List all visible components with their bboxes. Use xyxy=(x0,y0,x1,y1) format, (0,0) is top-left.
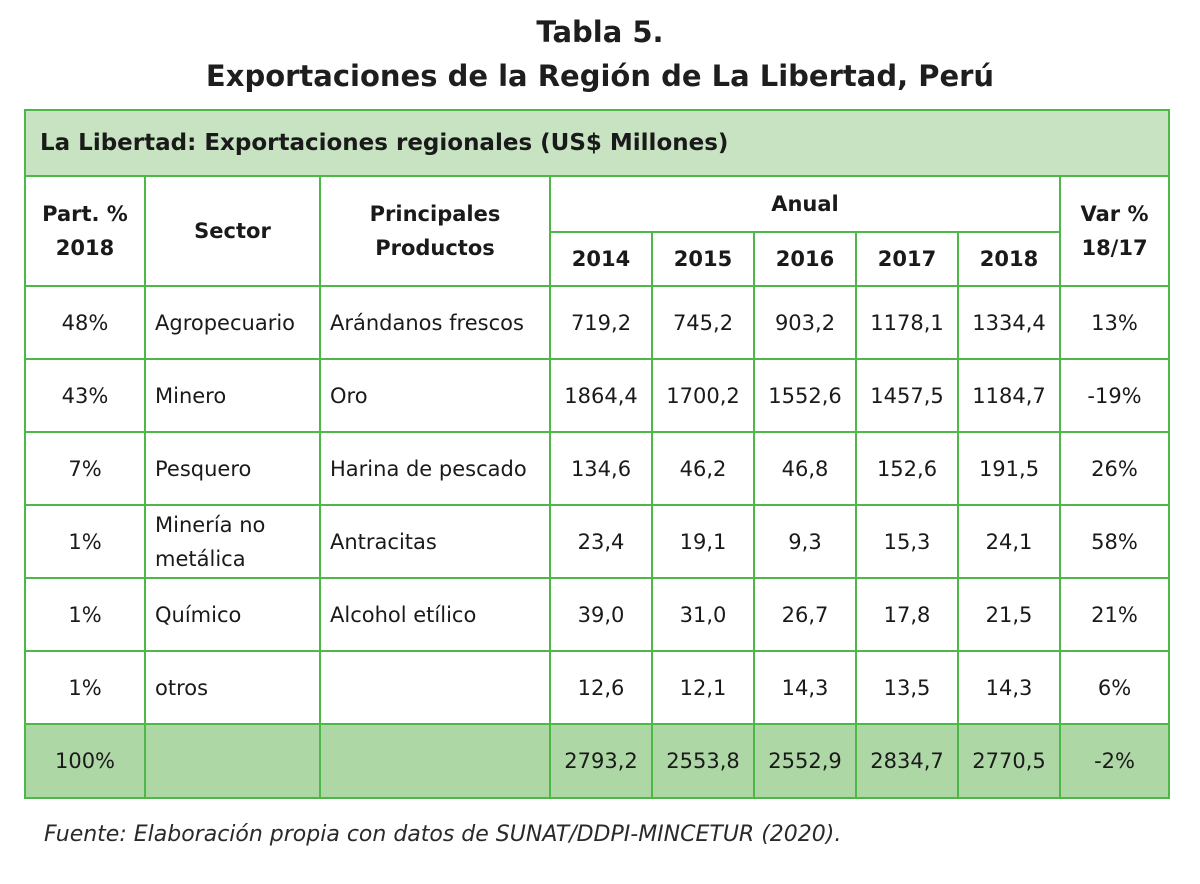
cell-value: 1457,5 xyxy=(855,358,959,433)
cell-value: 134,6 xyxy=(549,431,653,506)
cell-producto xyxy=(319,723,551,799)
cell-value: 152,6 xyxy=(855,431,959,506)
cell-sector: Pesquero xyxy=(144,431,321,506)
cell-value: 15,3 xyxy=(855,504,959,579)
cell-value: 9,3 xyxy=(753,504,857,579)
cell-var: -2% xyxy=(1058,723,1171,799)
cell-sector: Minero xyxy=(144,358,321,433)
table-row: 1% Minería no metálica Antracitas 23,4 19,1 9… xyxy=(24,504,1171,579)
table-number: Tabla 5. xyxy=(536,15,664,49)
cell-part: 100% xyxy=(24,723,146,799)
cell-part: 1% xyxy=(24,650,146,725)
cell-value: 2834,7 xyxy=(855,723,959,799)
cell-producto: Harina de pescado xyxy=(319,431,551,506)
cell-value: 23,4 xyxy=(549,504,653,579)
cell-producto: Arándanos frescos xyxy=(319,285,551,360)
cell-value: 1334,4 xyxy=(957,285,1061,360)
header-year: 2018 xyxy=(957,231,1061,287)
cell-var: -19% xyxy=(1058,358,1171,433)
table-row: 1% Químico Alcohol etílico 39,0 31,0 26,7 17,8… xyxy=(24,577,1171,652)
cell-value: 2553,8 xyxy=(651,723,755,799)
total-row: 100% 2793,2 2553,8 2552,9 2834,7 2770,5 -2% xyxy=(24,723,1171,799)
cell-part: 1% xyxy=(24,577,146,652)
source-note: Fuente: Elaboración propia con datos de … xyxy=(44,822,842,847)
cell-value: 24,1 xyxy=(957,504,1061,579)
cell-producto: Oro xyxy=(319,358,551,433)
table-row: 43% Minero Oro 1864,4 1700,2 1552,6 1457,5 1184… xyxy=(24,358,1171,433)
cell-value: 13,5 xyxy=(855,650,959,725)
cell-value: 1864,4 xyxy=(549,358,653,433)
cell-value: 12,6 xyxy=(549,650,653,725)
cell-producto: Antracitas xyxy=(319,504,551,579)
cell-part: 43% xyxy=(24,358,146,433)
table-row: 48% Agropecuario Arándanos frescos 719,2 745… xyxy=(24,285,1171,360)
cell-var: 6% xyxy=(1058,650,1171,725)
header-sector: Sector xyxy=(144,175,321,287)
cell-value: 903,2 xyxy=(753,285,857,360)
cell-producto: Alcohol etílico xyxy=(319,577,551,652)
cell-value: 2770,5 xyxy=(957,723,1061,799)
table-heading: Exportaciones de la Región de La Liberta… xyxy=(205,59,995,93)
cell-value: 1184,7 xyxy=(957,358,1061,433)
cell-var: 26% xyxy=(1058,431,1171,506)
cell-value: 745,2 xyxy=(651,285,755,360)
cell-value: 14,3 xyxy=(753,650,857,725)
table-row: 1% otros 12,6 12,1 14,3 13,5 14,3 6% xyxy=(24,650,1171,725)
header-year: 2014 xyxy=(549,231,653,287)
cell-value: 1700,2 xyxy=(651,358,755,433)
header-productos: Principales Productos xyxy=(319,175,551,287)
cell-value: 31,0 xyxy=(651,577,755,652)
cell-value: 2552,9 xyxy=(753,723,857,799)
cell-value: 1178,1 xyxy=(855,285,959,360)
cell-sector: Químico xyxy=(144,577,321,652)
header-year: 2015 xyxy=(651,231,755,287)
cell-value: 1552,6 xyxy=(753,358,857,433)
header-year: 2017 xyxy=(855,231,959,287)
table-row: 7% Pesquero Harina de pescado 134,6 46,2 46,8… xyxy=(24,431,1171,506)
cell-value: 17,8 xyxy=(855,577,959,652)
cell-value: 39,0 xyxy=(549,577,653,652)
cell-producto xyxy=(319,650,551,725)
table-caption: La Libertad: Exportaciones regionales (U… xyxy=(23,109,1171,177)
cell-var: 58% xyxy=(1058,504,1171,579)
header-anual: Anual xyxy=(549,175,1061,233)
cell-value: 191,5 xyxy=(957,431,1061,506)
exports-table: La Libertad: Exportaciones regionales (U… xyxy=(23,109,1171,799)
cell-value: 46,2 xyxy=(651,431,755,506)
cell-value: 46,8 xyxy=(753,431,857,506)
cell-part: 1% xyxy=(24,504,146,579)
cell-part: 48% xyxy=(24,285,146,360)
cell-value: 719,2 xyxy=(549,285,653,360)
header-part: Part. % 2018 xyxy=(24,175,146,287)
cell-value: 19,1 xyxy=(651,504,755,579)
header-var: Var % 18/17 xyxy=(1058,175,1171,287)
cell-value: 14,3 xyxy=(957,650,1061,725)
cell-var: 21% xyxy=(1058,577,1171,652)
cell-value: 26,7 xyxy=(753,577,857,652)
cell-value: 21,5 xyxy=(957,577,1061,652)
cell-part: 7% xyxy=(24,431,146,506)
cell-sector xyxy=(144,723,321,799)
table-title: Tabla 5. Exportaciones de la Región de L… xyxy=(0,10,1200,98)
cell-sector: Minería no metálica xyxy=(144,504,321,579)
cell-value: 12,1 xyxy=(651,650,755,725)
cell-var: 13% xyxy=(1058,285,1171,360)
cell-sector: Agropecuario xyxy=(144,285,321,360)
cell-value: 2793,2 xyxy=(549,723,653,799)
cell-sector: otros xyxy=(144,650,321,725)
header-year: 2016 xyxy=(753,231,857,287)
